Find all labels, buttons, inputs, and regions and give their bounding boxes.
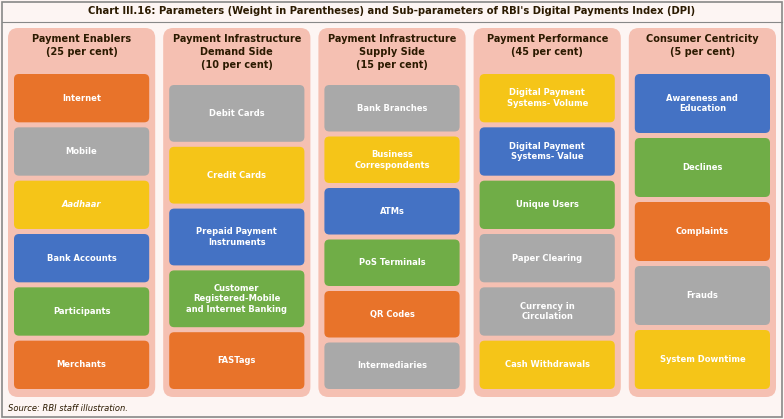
Text: Prepaid Payment
Instruments: Prepaid Payment Instruments [196,227,278,247]
Text: FASTags: FASTags [218,356,256,365]
Text: Cash Withdrawals: Cash Withdrawals [505,360,590,369]
Text: Consumer Centricity
(5 per cent): Consumer Centricity (5 per cent) [646,34,759,57]
FancyBboxPatch shape [318,28,466,397]
Text: Intermediaries: Intermediaries [357,361,427,370]
FancyBboxPatch shape [635,74,770,133]
Text: Digital Payment
Systems- Volume: Digital Payment Systems- Volume [506,88,588,108]
FancyBboxPatch shape [635,138,770,197]
Text: Payment Enablers
(25 per cent): Payment Enablers (25 per cent) [32,34,131,57]
Text: Unique Users: Unique Users [516,200,579,210]
Text: System Downtime: System Downtime [659,355,746,364]
FancyBboxPatch shape [169,332,304,389]
FancyBboxPatch shape [14,341,149,389]
FancyBboxPatch shape [14,74,149,122]
Text: Bank Accounts: Bank Accounts [47,253,117,263]
FancyBboxPatch shape [14,127,149,176]
FancyBboxPatch shape [325,342,459,389]
FancyBboxPatch shape [325,188,459,235]
Text: QR Codes: QR Codes [369,310,415,319]
Text: Frauds: Frauds [687,291,718,300]
Text: Payment Infrastructure
Demand Side
(10 per cent): Payment Infrastructure Demand Side (10 p… [172,34,301,70]
Text: Awareness and
Education: Awareness and Education [666,93,739,114]
FancyBboxPatch shape [163,28,310,397]
FancyBboxPatch shape [169,209,304,265]
FancyBboxPatch shape [325,85,459,132]
Text: Currency in
Circulation: Currency in Circulation [520,302,575,321]
FancyBboxPatch shape [14,287,149,336]
Text: Source: RBI staff illustration.: Source: RBI staff illustration. [8,404,128,413]
FancyBboxPatch shape [480,74,615,122]
FancyBboxPatch shape [169,147,304,204]
Text: Debit Cards: Debit Cards [209,109,265,118]
FancyBboxPatch shape [325,240,459,286]
Text: Aadhaar: Aadhaar [62,200,101,210]
FancyBboxPatch shape [169,85,304,142]
FancyBboxPatch shape [325,291,459,337]
Text: Bank Branches: Bank Branches [357,104,427,113]
Text: PoS Terminals: PoS Terminals [359,258,425,267]
Text: Declines: Declines [682,163,723,172]
FancyBboxPatch shape [480,127,615,176]
FancyBboxPatch shape [480,181,615,229]
FancyBboxPatch shape [14,234,149,282]
Text: Merchants: Merchants [56,360,107,369]
Text: Chart III.16: Parameters (Weight in Parentheses) and Sub-parameters of RBI's Dig: Chart III.16: Parameters (Weight in Pare… [89,6,695,16]
FancyBboxPatch shape [8,28,155,397]
FancyBboxPatch shape [635,202,770,261]
FancyBboxPatch shape [480,341,615,389]
Text: Payment Infrastructure
Supply Side
(15 per cent): Payment Infrastructure Supply Side (15 p… [328,34,456,70]
FancyBboxPatch shape [480,287,615,336]
Text: Paper Clearing: Paper Clearing [512,253,583,263]
FancyBboxPatch shape [474,28,621,397]
Text: Digital Payment
Systems- Value: Digital Payment Systems- Value [510,142,585,161]
FancyBboxPatch shape [635,266,770,325]
Text: ATMs: ATMs [379,207,405,216]
FancyBboxPatch shape [325,137,459,183]
Text: Complaints: Complaints [676,227,729,236]
Text: Participants: Participants [53,307,111,316]
FancyBboxPatch shape [169,270,304,327]
Text: Mobile: Mobile [66,147,97,156]
Text: Business
Correspondents: Business Correspondents [354,150,430,170]
FancyBboxPatch shape [629,28,776,397]
FancyBboxPatch shape [635,330,770,389]
Text: Credit Cards: Credit Cards [207,171,267,180]
FancyBboxPatch shape [14,181,149,229]
FancyBboxPatch shape [480,234,615,282]
Text: Customer
Registered-Mobile
and Internet Banking: Customer Registered-Mobile and Internet … [187,284,287,314]
Text: Internet: Internet [62,94,101,103]
Text: Payment Performance
(45 per cent): Payment Performance (45 per cent) [487,34,608,57]
